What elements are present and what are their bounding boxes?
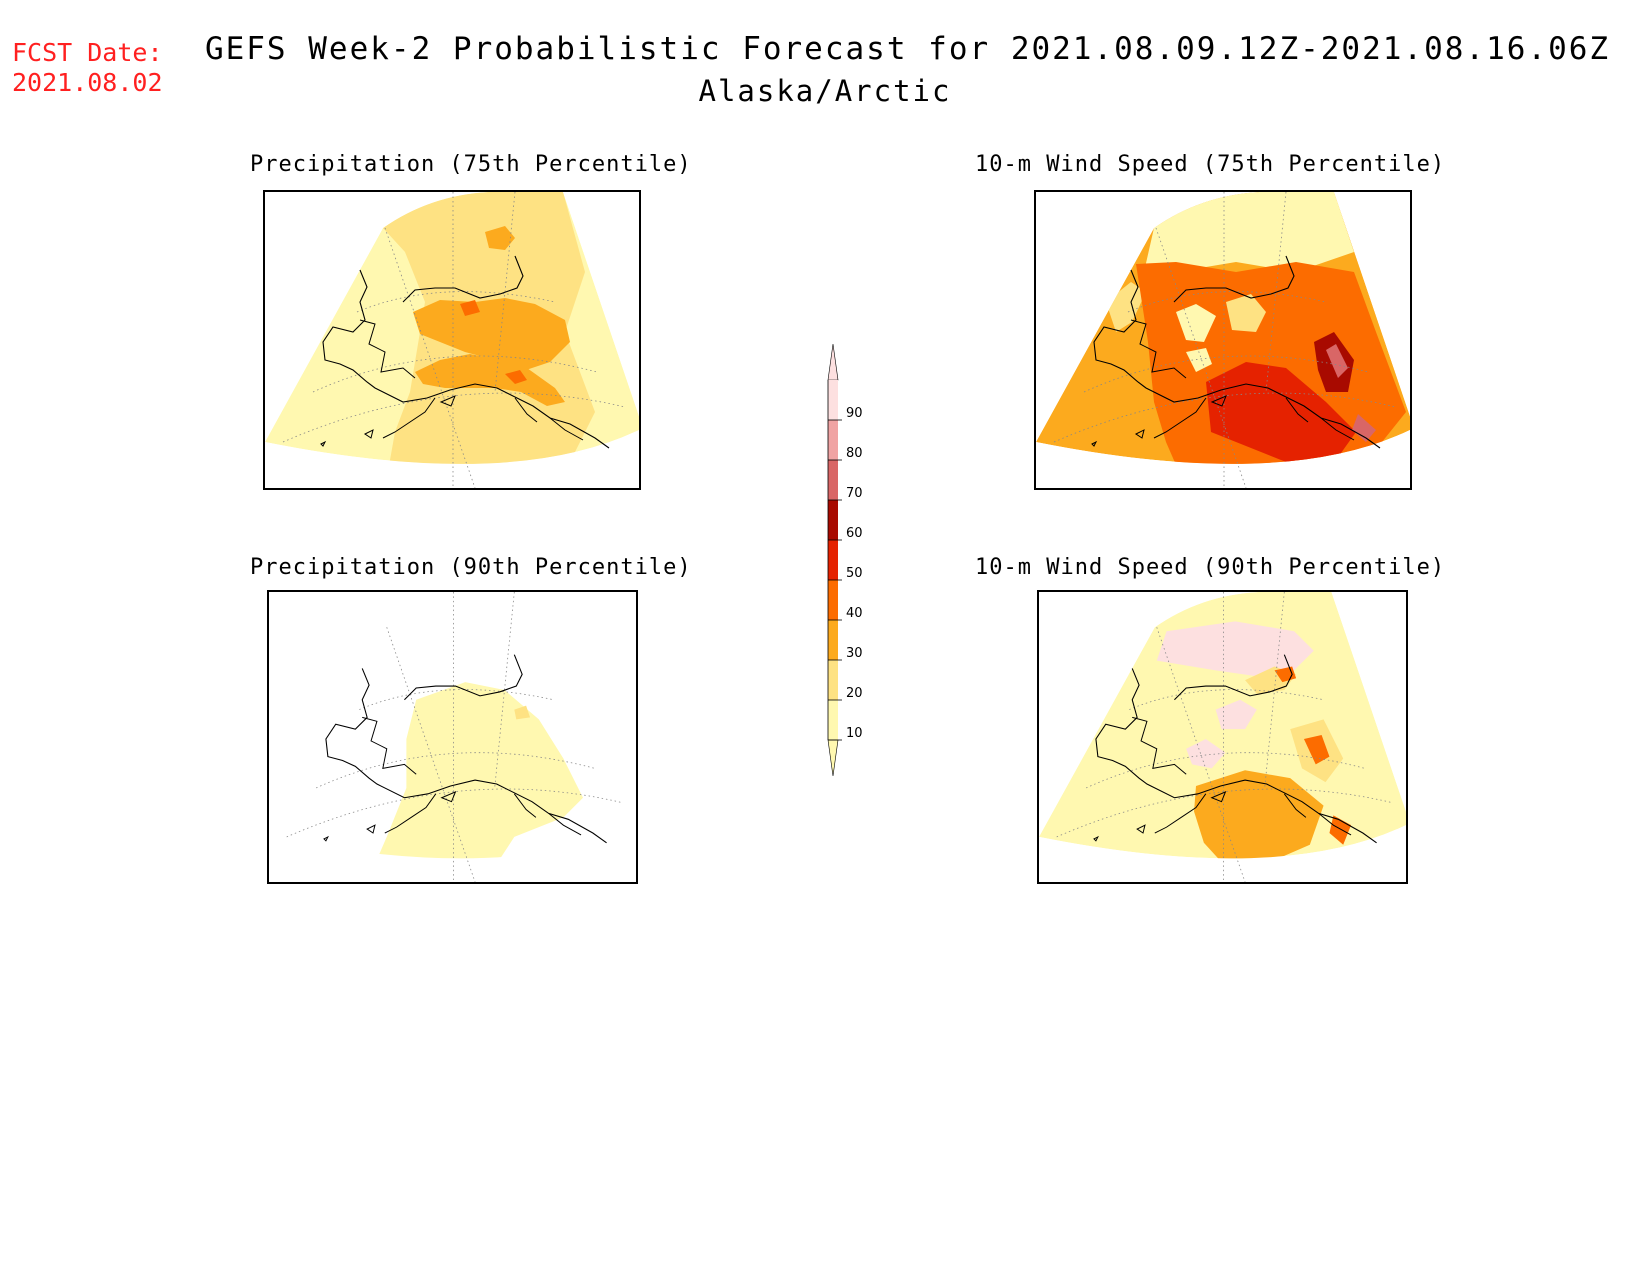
colorbar-svg: 90 80 70 60 50 40 30 20 10: [827, 343, 863, 777]
map-panel-wind75: [1034, 190, 1412, 490]
colorbar-swatch: [828, 420, 838, 460]
colorbar-swatch: [828, 620, 838, 660]
map-panel-precip75: [263, 190, 641, 490]
contour-fill: [1186, 348, 1212, 372]
colorbar-tick-label: 10: [846, 726, 863, 741]
page-title: GEFS Week-2 Probabilistic Forecast for 2…: [0, 32, 1650, 108]
contour-fill: [1194, 770, 1324, 859]
alaska-coastline: [325, 654, 607, 844]
contour-fill: [367, 682, 584, 859]
forecast-date-value: 2021.08.02: [12, 68, 163, 97]
colorbar-tick-label: 20: [846, 686, 863, 701]
colorbar: 90 80 70 60 50 40 30 20 10: [820, 340, 890, 777]
contour-fill: [413, 298, 570, 372]
contour-fill: [1326, 344, 1348, 378]
alaska-coastline: [322, 255, 610, 449]
grid-line: [315, 752, 595, 789]
contour-fill: [485, 226, 515, 250]
alaska-coastline: [1095, 654, 1377, 844]
colorbar-tick-label: 50: [846, 566, 863, 581]
colorbar-tick-label: 40: [846, 606, 863, 621]
forecast-date-block: FCST Date: 2021.08.02: [12, 38, 163, 98]
contour-fill: [384, 592, 407, 614]
alaska-coastline: [1093, 255, 1381, 449]
map-panel-precip90: [267, 590, 638, 884]
shaded-region: [367, 592, 584, 859]
colorbar-swatch: [828, 540, 838, 580]
coastline-detail: [1130, 319, 1355, 441]
grid-line: [384, 227, 476, 488]
coastline-detail: [1132, 716, 1352, 836]
contour-fill: [460, 300, 480, 316]
colorbar-swatch: [828, 500, 838, 540]
contour-fill: [1144, 192, 1354, 272]
colorbar-tick-label: 80: [846, 446, 863, 461]
precip75-map: [265, 192, 639, 488]
colorbar-tick-label: 30: [846, 646, 863, 661]
contour-fill: [1329, 815, 1352, 845]
island-outlines: [323, 790, 457, 842]
contour-fill: [397, 192, 415, 212]
region-subtitle: Alaska/Arctic: [698, 74, 952, 108]
island-outlines: [1091, 395, 1227, 447]
shaded-region: [1039, 592, 1406, 859]
colorbar-upper-cap: [827, 343, 839, 381]
panel-title-precip75: Precipitation (75th Percentile): [250, 152, 692, 177]
panel-title-precip90: Precipitation (90th Percentile): [250, 555, 692, 580]
colorbar-tick-label: 90: [846, 406, 863, 421]
contour-fill: [1352, 414, 1376, 442]
panel-title-wind75: 10-m Wind Speed (75th Percentile): [975, 152, 1446, 177]
contour-fill: [1226, 294, 1266, 332]
colorbar-swatch: [828, 580, 838, 620]
island-outlines: [320, 395, 456, 447]
contour-fill: [1156, 621, 1314, 681]
main-title: GEFS Week-2 Probabilistic Forecast for 2…: [204, 31, 1611, 67]
grid-line: [312, 355, 598, 393]
contour-fill: [1206, 362, 1356, 462]
map-panel-wind90: [1037, 590, 1408, 884]
grid-line: [386, 627, 476, 882]
grid-line: [1085, 752, 1365, 789]
wind90-map: [1039, 592, 1406, 882]
coastline-detail: [359, 319, 584, 441]
colorbar-swatch: [828, 380, 838, 420]
colorbar-swatch: [828, 700, 838, 740]
grid-line: [1083, 355, 1369, 393]
island-outlines: [1093, 790, 1227, 842]
precip90-map: [286, 592, 623, 882]
colorbar-swatch: [828, 460, 838, 500]
wind75-map: [1036, 192, 1410, 488]
contour-fill: [415, 354, 565, 406]
forecast-date-label: FCST Date:: [12, 38, 163, 67]
colorbar-tick-label: 70: [846, 486, 863, 501]
contour-fill: [505, 370, 527, 384]
panel-title-wind90: 10-m Wind Speed (90th Percentile): [975, 555, 1446, 580]
contour-fill: [514, 705, 531, 720]
grid-line: [1155, 227, 1247, 488]
contour-fill: [1303, 735, 1330, 765]
grid-line: [1156, 627, 1246, 882]
colorbar-lower-cap: [827, 739, 839, 777]
colorbar-tick-label: 60: [846, 526, 863, 541]
colorbar-swatch: [828, 660, 838, 700]
contour-fill: [1215, 699, 1257, 730]
contour-fill: [1186, 738, 1226, 769]
coastline-detail: [362, 716, 582, 836]
